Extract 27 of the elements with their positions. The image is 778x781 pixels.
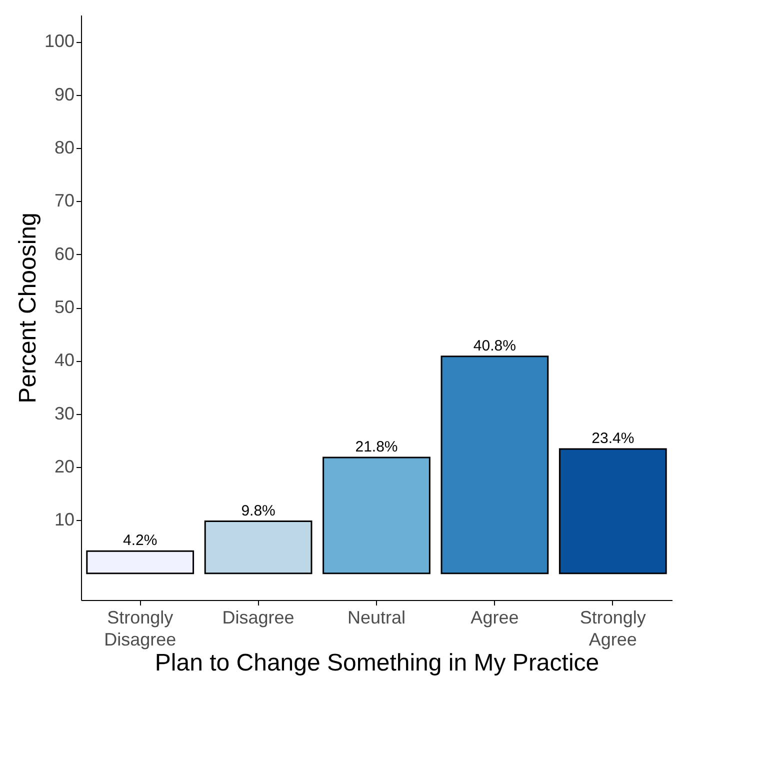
x-tick-label: Disagree bbox=[222, 608, 294, 628]
data-label: 40.8% bbox=[473, 337, 516, 354]
bar bbox=[322, 456, 430, 574]
y-tick-label: 80 bbox=[54, 137, 74, 158]
y-axis-title: Percent Choosing bbox=[14, 212, 42, 404]
y-tick-label: 60 bbox=[54, 244, 74, 264]
x-tick-label: Agree bbox=[470, 608, 519, 628]
bar bbox=[558, 448, 667, 574]
data-label: 4.2% bbox=[123, 532, 158, 550]
bar bbox=[86, 550, 194, 574]
x-axis-title: Plan to Change Something in My Practice bbox=[154, 650, 600, 676]
y-tick-label: 70 bbox=[54, 190, 74, 211]
y-tick-label: 40 bbox=[54, 350, 74, 370]
data-label: 23.4% bbox=[592, 430, 634, 447]
data-label: 9.8% bbox=[241, 502, 276, 520]
data-label: 21.8% bbox=[355, 438, 398, 456]
x-tick-label: Neutral bbox=[347, 608, 406, 628]
x-tick-label: Strongly Agree bbox=[580, 608, 646, 650]
x-tick-label: Strongly Disagree bbox=[104, 608, 176, 650]
y-tick-label: 50 bbox=[54, 297, 74, 317]
y-tick-label: 30 bbox=[54, 403, 74, 424]
bar bbox=[204, 520, 312, 574]
y-tick-label: 100 bbox=[44, 31, 74, 52]
y-tick-label: 90 bbox=[54, 84, 74, 104]
bar bbox=[440, 356, 549, 574]
y-tick-label: 20 bbox=[54, 456, 74, 477]
y-tick-label: 10 bbox=[54, 510, 74, 530]
